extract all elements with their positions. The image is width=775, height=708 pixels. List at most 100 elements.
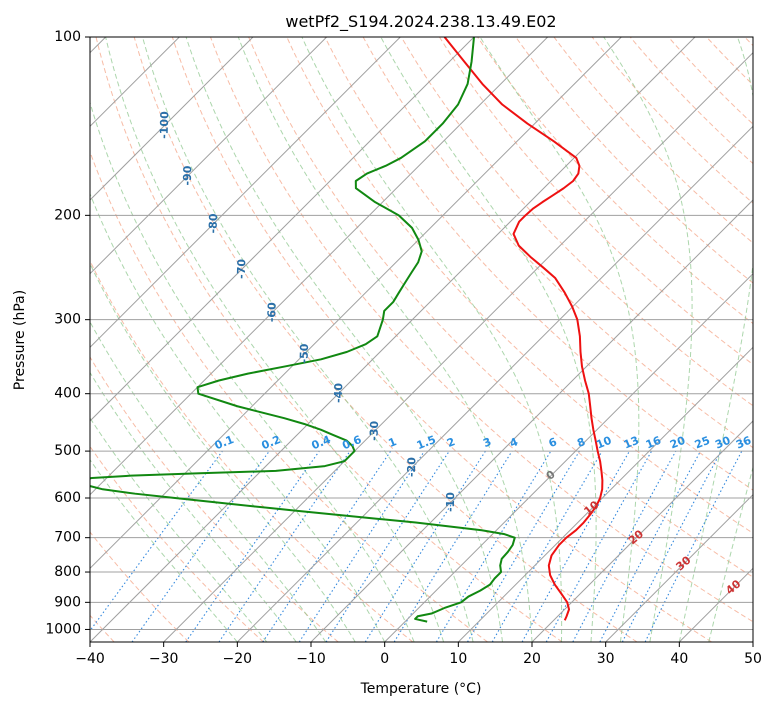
plot-frame (89, 36, 754, 643)
moist-adiabat (185, 37, 504, 642)
x-tick-label: 50 (744, 651, 762, 667)
moist-adiabat (380, 37, 597, 642)
dry-adiabat (248, 37, 753, 578)
isotherm-label: -70 (235, 258, 249, 279)
mixing-ratio-line (521, 450, 630, 642)
isotherm-line (163, 51, 753, 642)
moist-adiabat (90, 458, 238, 642)
moist-adiabat (142, 37, 474, 642)
dry-adiabat (90, 531, 190, 642)
moist-adiabat (105, 37, 445, 642)
isotherm-line (90, 37, 549, 496)
isotherm-label: -20 (405, 457, 419, 478)
dry-adiabat (591, 37, 753, 204)
mixing-ratio-label: 13 (622, 434, 641, 452)
isotherm-line (90, 37, 475, 422)
y-tick-label: 300 (54, 312, 81, 328)
dry-adiabat (90, 150, 488, 642)
mixing-ratio-line (325, 450, 450, 642)
isotherm-line (457, 346, 753, 642)
x-tick-label: 10 (449, 651, 467, 667)
y-axis-label: Pressure (hPa) (12, 290, 28, 390)
mixing-ratio-label: 36 (734, 434, 753, 452)
mixing-ratio-label: 2 (445, 435, 457, 450)
dry-adiabat (324, 37, 753, 491)
y-tick-label: 600 (54, 490, 81, 506)
moist-adiabat (90, 262, 356, 642)
mixing-ratio-line (572, 450, 677, 642)
mixing-ratio-label: 1 (387, 435, 399, 450)
isotherm-label: -80 (207, 213, 221, 234)
isotherm-label: -90 (181, 165, 195, 186)
mixing-ratio-label: 30 (713, 434, 732, 452)
x-axis-label: Temperature (°C) (360, 681, 482, 697)
mixing-ratio-label: 3 (481, 435, 493, 450)
y-tick-label: 1000 (45, 621, 81, 637)
x-tick-label: −20 (223, 651, 253, 667)
background-lines (90, 37, 753, 642)
dry-adiabat (133, 37, 638, 642)
dewpoint-line (90, 37, 516, 623)
mixing-ratio-line (298, 450, 425, 642)
y-tick-label: 800 (54, 564, 81, 580)
mixing-ratio-label: 10 (594, 434, 613, 452)
isotherm-line (90, 37, 622, 570)
temperature-line (443, 37, 604, 621)
x-tick-label: 40 (670, 651, 688, 667)
axes: −40 −30 −20 −10 0 10 20 30 40 50 100 200 300 400 500 60… (45, 29, 762, 667)
moist-adiabat (90, 100, 415, 642)
x-tick-label: 30 (597, 651, 615, 667)
series-layer (90, 37, 604, 623)
dry-adiabat (286, 37, 753, 534)
dry-adiabat (553, 37, 753, 244)
isotherm-line (310, 199, 753, 642)
isotherm-line (236, 125, 753, 642)
mixing-ratio-line (185, 450, 320, 642)
mixing-ratio-line (262, 450, 392, 642)
moist-adiabat (603, 37, 693, 642)
dry-adiabat (90, 356, 339, 642)
isotherm-label: -10 (444, 492, 458, 513)
y-tick-label: 700 (54, 530, 81, 546)
isotherm-line (384, 272, 753, 642)
isotherm-line (605, 493, 753, 642)
isotherm-label: -100 (158, 111, 172, 139)
isotherm-line (90, 37, 696, 642)
x-tick-label: −30 (149, 651, 179, 667)
mixing-ratio-line (90, 450, 223, 632)
moist-adiabat (301, 37, 563, 642)
isotherm-line (531, 420, 753, 642)
isotherm-label: -30 (368, 420, 382, 441)
moist-adiabat (708, 465, 753, 642)
dry-adiabat (171, 37, 712, 642)
isotherm-line (90, 37, 328, 275)
dry-adiabat (95, 37, 563, 642)
y-tick-label: 200 (54, 207, 81, 223)
y-tick-label: 900 (54, 594, 81, 610)
y-tick-label: 400 (54, 386, 81, 402)
moist-adiabat (678, 37, 753, 642)
mixing-ratio-line (131, 450, 270, 642)
moist-adiabat (90, 417, 268, 642)
isotherm-label: -40 (332, 383, 346, 404)
dry-adiabat (477, 37, 753, 325)
mixing-ratio-line (393, 450, 513, 642)
dry-adiabat (90, 259, 414, 642)
chart-title: wetPf2_S194.2024.238.13.49.E02 (285, 12, 556, 32)
mixing-ratio-line (545, 450, 653, 642)
isotherm-line (90, 37, 401, 349)
mixing-ratio-label: 20 (668, 434, 687, 452)
dry-adiabat (210, 37, 753, 623)
mixing-ratio-line (644, 450, 743, 642)
dry-adiabat (400, 37, 753, 407)
isotherm-line (90, 37, 254, 201)
mixing-ratio-label: 8 (575, 435, 587, 450)
isotherm-label: -60 (265, 302, 279, 323)
y-tick-label: 500 (54, 443, 81, 459)
x-tick-label: 20 (523, 651, 541, 667)
moist-adiabat (479, 37, 640, 642)
x-tick-label: −10 (296, 651, 326, 667)
x-tick-label: −40 (75, 651, 105, 667)
